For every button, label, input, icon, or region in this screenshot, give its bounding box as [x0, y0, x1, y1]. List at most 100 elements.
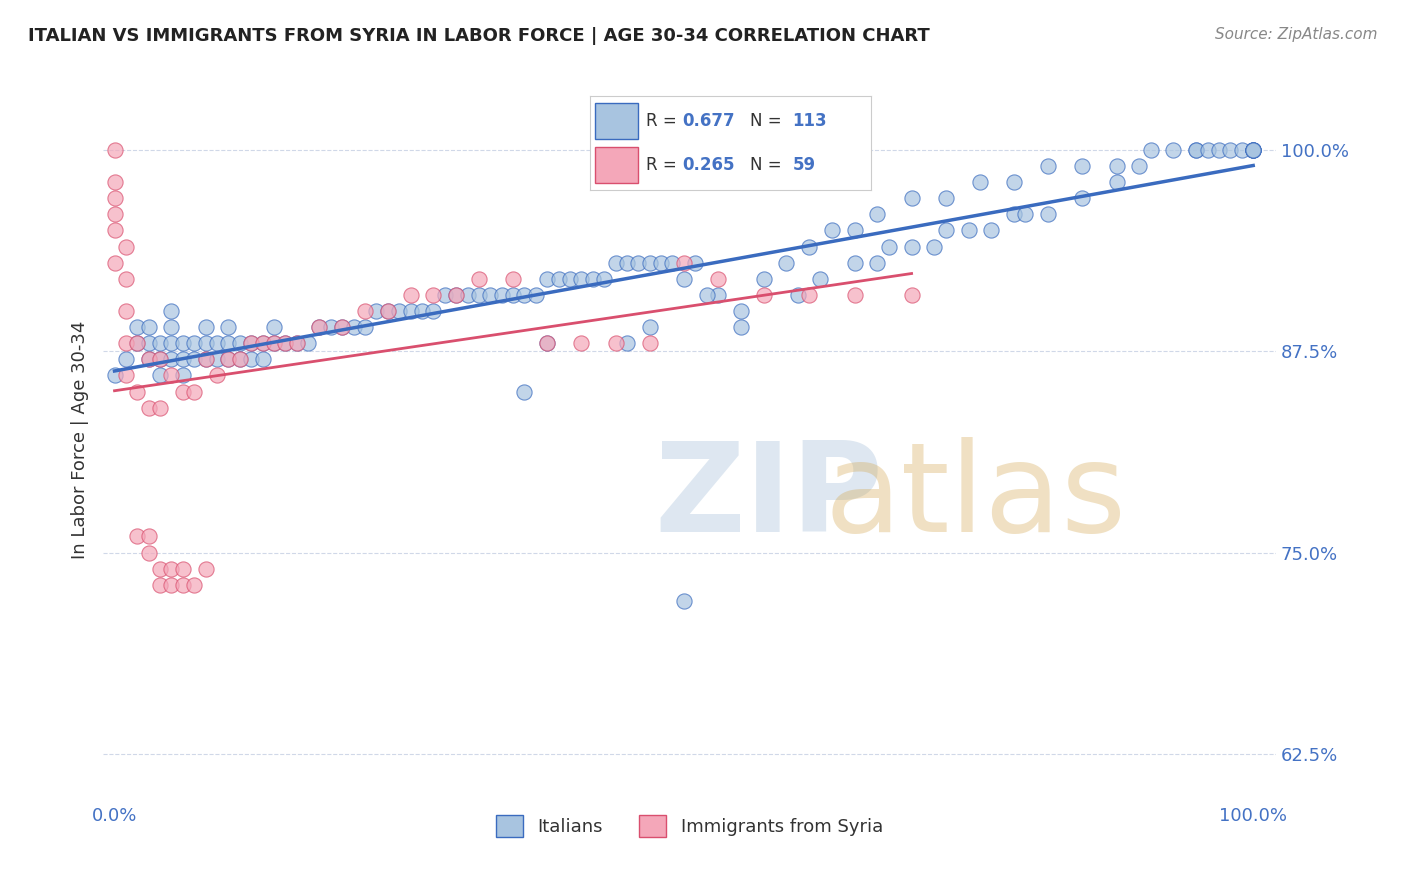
Point: [103, 143, 125, 157]
Point: [524, 288, 547, 302]
Point: [1208, 143, 1230, 157]
Point: [411, 304, 433, 318]
Point: [422, 288, 444, 302]
Point: [638, 255, 661, 269]
Point: [217, 352, 239, 367]
Point: [229, 352, 252, 367]
Point: [160, 562, 183, 576]
Point: [638, 336, 661, 351]
Point: [354, 320, 377, 334]
Point: [935, 223, 957, 237]
Point: [479, 288, 502, 302]
Point: [115, 336, 138, 351]
Point: [252, 352, 274, 367]
Point: [1014, 207, 1036, 221]
Point: [900, 239, 922, 253]
Point: [127, 320, 149, 334]
Point: [1197, 143, 1219, 157]
Point: [821, 223, 844, 237]
Point: [149, 336, 172, 351]
Point: [388, 304, 411, 318]
Point: [377, 304, 399, 318]
Point: [605, 255, 627, 269]
Text: Source: ZipAtlas.com: Source: ZipAtlas.com: [1215, 27, 1378, 42]
Point: [547, 272, 569, 286]
Point: [730, 320, 752, 334]
Point: [297, 336, 319, 351]
Point: [1128, 159, 1150, 173]
Point: [582, 272, 605, 286]
Point: [354, 304, 377, 318]
Point: [172, 352, 194, 367]
Point: [672, 272, 695, 286]
Point: [638, 320, 661, 334]
Point: [138, 546, 160, 560]
Point: [616, 255, 638, 269]
Point: [366, 304, 388, 318]
Point: [149, 562, 172, 576]
Point: [240, 352, 263, 367]
Point: [127, 384, 149, 399]
Point: [536, 336, 558, 351]
Point: [877, 239, 900, 253]
Point: [752, 272, 775, 286]
Point: [319, 320, 342, 334]
Point: [569, 272, 592, 286]
Point: [935, 191, 957, 205]
Point: [661, 255, 683, 269]
Point: [627, 255, 650, 269]
Point: [194, 562, 217, 576]
Point: [605, 336, 627, 351]
Point: [103, 368, 125, 383]
Point: [149, 401, 172, 415]
Point: [650, 255, 672, 269]
Point: [138, 352, 160, 367]
Point: [205, 352, 228, 367]
Point: [240, 336, 263, 351]
Point: [115, 304, 138, 318]
Point: [274, 336, 297, 351]
Point: [160, 578, 183, 592]
Point: [1241, 143, 1264, 157]
Point: [444, 288, 467, 302]
Point: [844, 223, 866, 237]
Point: [1038, 159, 1060, 173]
Point: [160, 304, 183, 318]
Point: [513, 288, 536, 302]
Point: [513, 384, 536, 399]
Point: [1241, 143, 1264, 157]
Point: [103, 191, 125, 205]
Point: [797, 288, 820, 302]
Point: [730, 304, 752, 318]
Point: [330, 320, 353, 334]
Point: [844, 288, 866, 302]
Point: [1241, 143, 1264, 157]
Point: [127, 336, 149, 351]
Point: [1241, 143, 1264, 157]
Point: [707, 272, 730, 286]
Point: [422, 304, 444, 318]
Point: [343, 320, 366, 334]
Point: [775, 255, 797, 269]
Point: [1105, 159, 1128, 173]
Point: [115, 352, 138, 367]
Point: [536, 336, 558, 351]
Point: [138, 352, 160, 367]
Point: [468, 288, 491, 302]
Point: [866, 255, 889, 269]
Point: [115, 239, 138, 253]
Point: [172, 384, 194, 399]
Point: [1038, 207, 1060, 221]
Point: [103, 175, 125, 189]
Point: [1241, 143, 1264, 157]
Point: [160, 368, 183, 383]
Point: [1002, 207, 1025, 221]
Point: [149, 352, 172, 367]
Point: [810, 272, 832, 286]
Point: [138, 529, 160, 543]
Point: [205, 336, 228, 351]
Point: [866, 207, 889, 221]
Point: [229, 336, 252, 351]
Point: [138, 401, 160, 415]
Point: [172, 562, 194, 576]
